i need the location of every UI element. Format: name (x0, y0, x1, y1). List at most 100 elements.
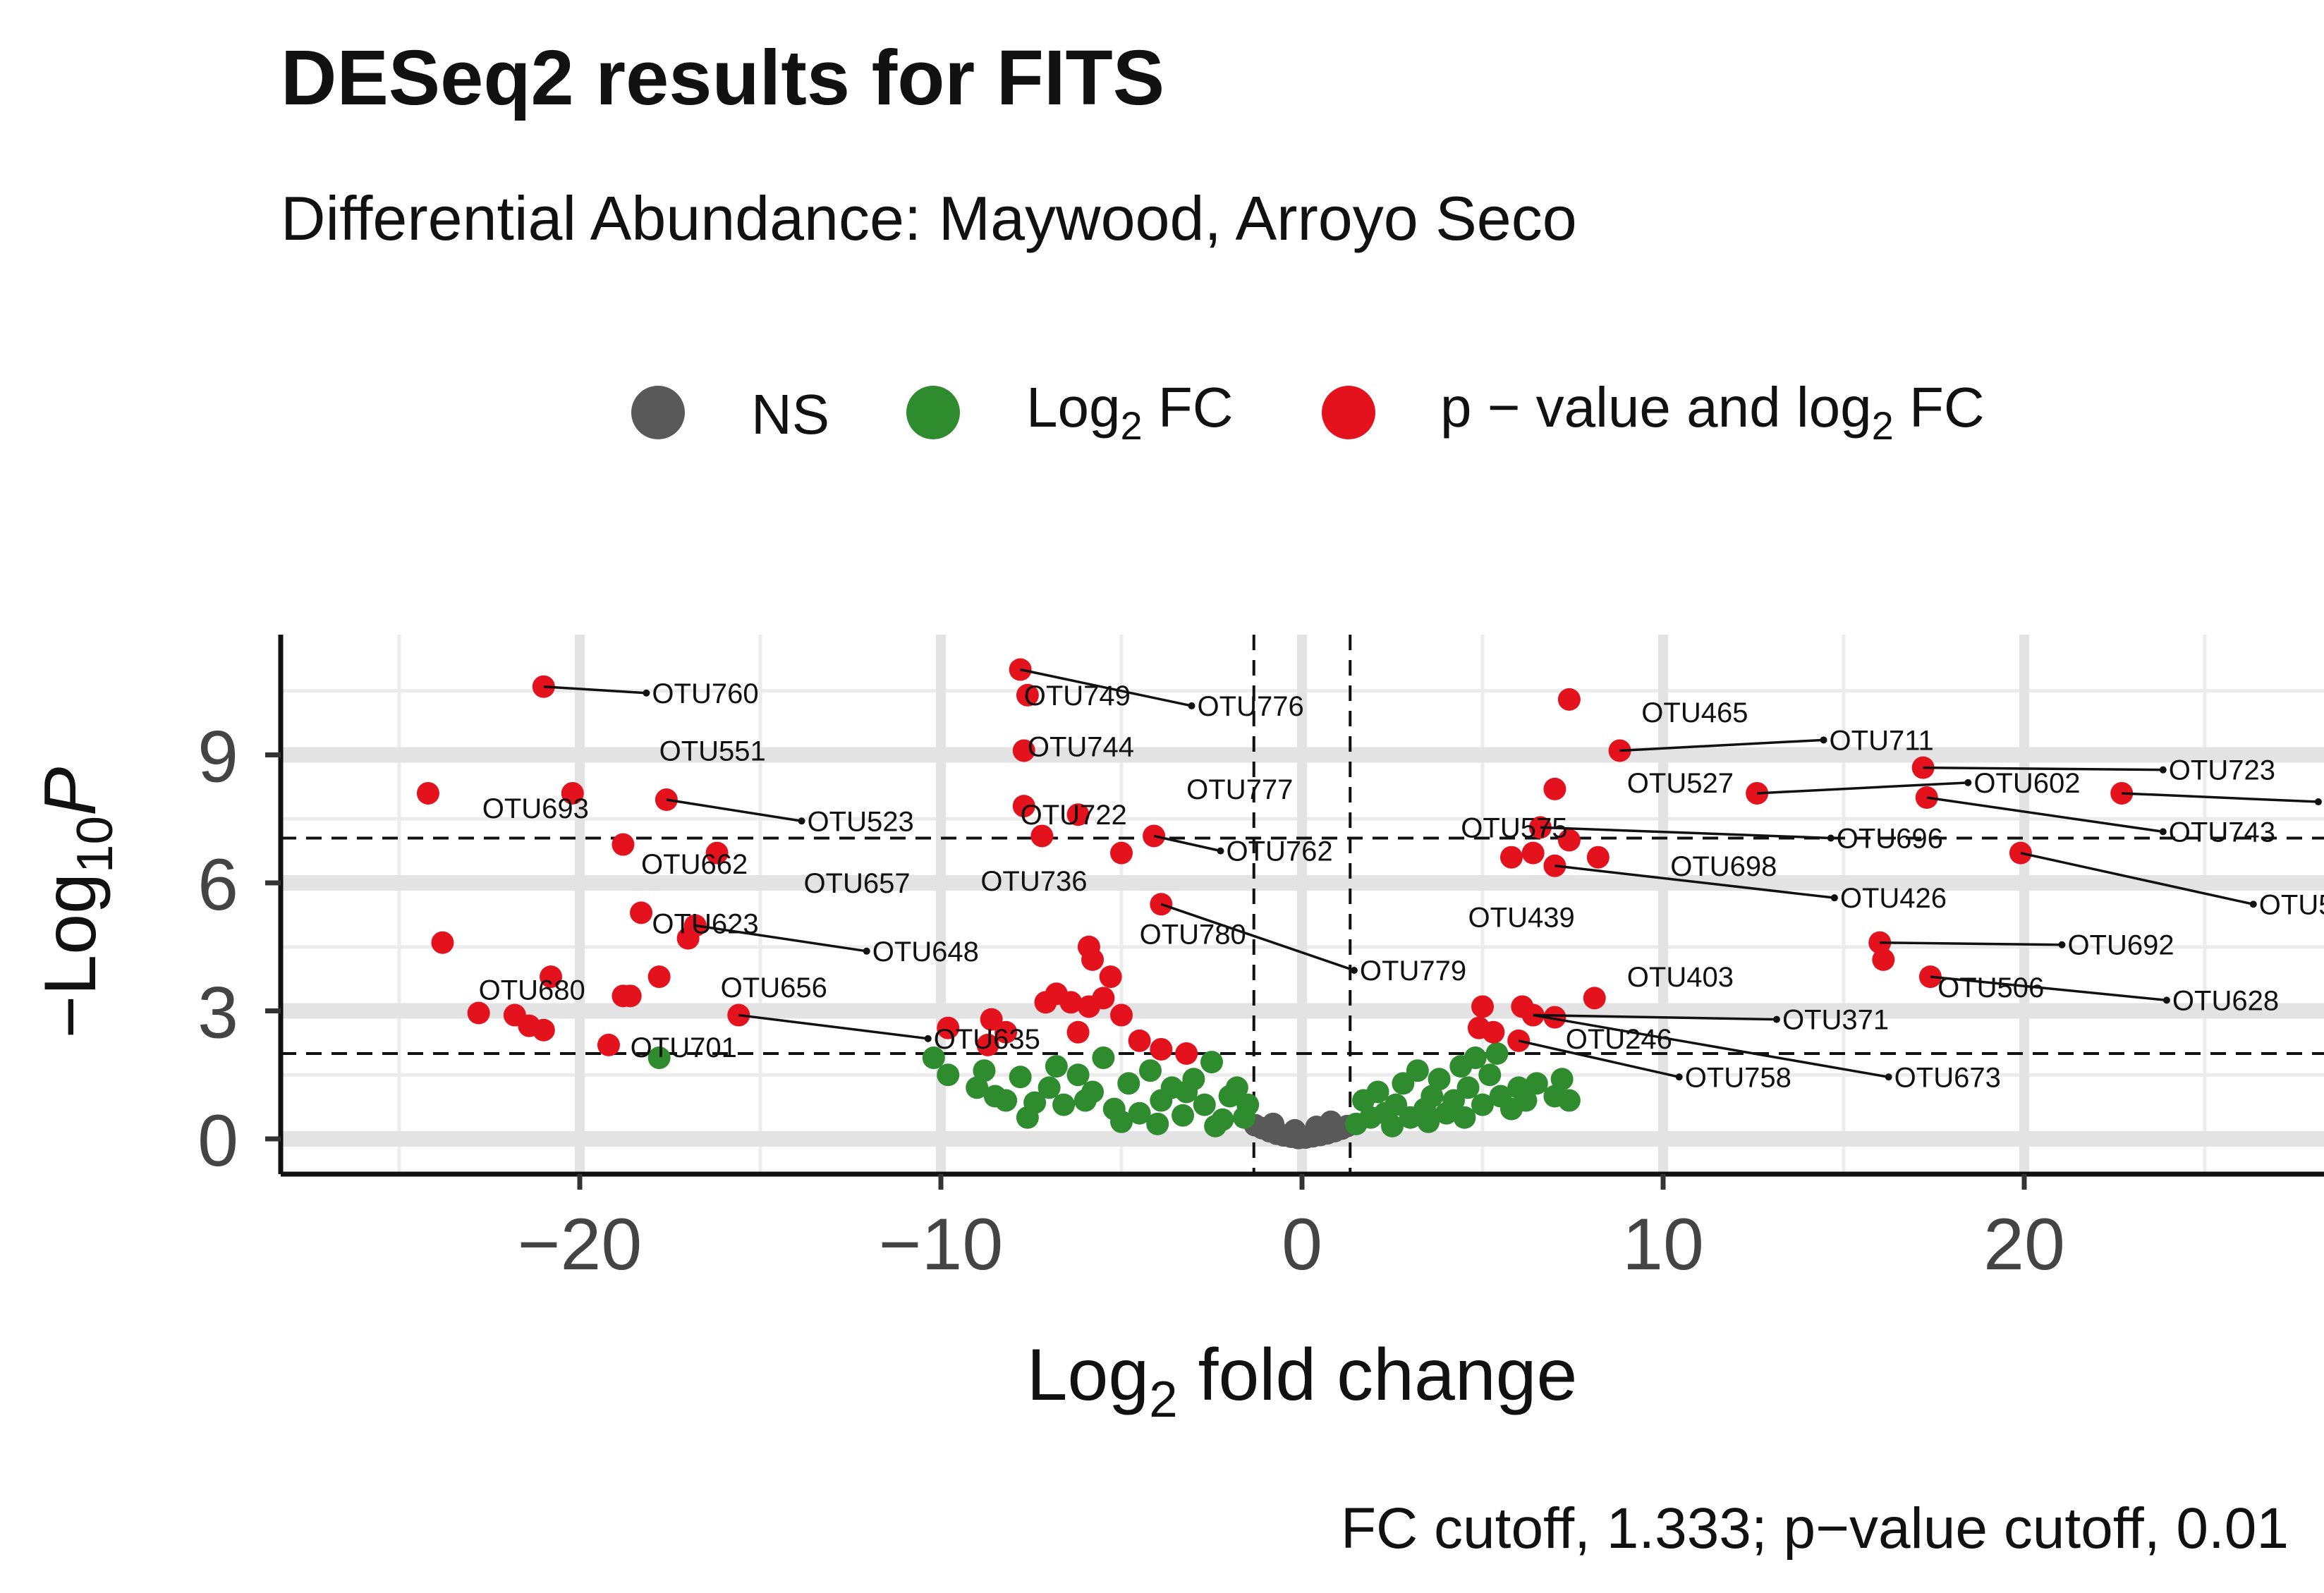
label-connector-tip (1350, 967, 1358, 975)
point-label: OTU635 (934, 1024, 1040, 1055)
label-connector-tip (1217, 847, 1224, 855)
point-label: OTU744 (1028, 731, 1134, 762)
point-pvalue-log2fc (647, 965, 671, 989)
point-log2fc (1406, 1059, 1429, 1082)
point-pvalue-log2fc (597, 1033, 620, 1056)
point-pvalue-log2fc (1521, 841, 1545, 865)
y-tick-label: 3 (197, 972, 238, 1054)
point-pvalue-log2fc (1012, 795, 1035, 818)
label-connector-tip (2159, 766, 2167, 774)
x-tick-label: 10 (1622, 1204, 1704, 1286)
legend: NS Log2 FC p − value and log2 FC (631, 376, 1985, 448)
point-pvalue-log2fc (937, 1016, 960, 1039)
point-label: OTU736 (980, 866, 1087, 897)
point-log2fc (1478, 1063, 1502, 1087)
legend-swatch-log2fc (906, 386, 960, 439)
point-label: OTU465 (1641, 697, 1748, 728)
point-label: OTU5 (2259, 889, 2324, 920)
point-label: OTU628 (2172, 985, 2279, 1016)
point-log2fc (1200, 1051, 1223, 1074)
point-label: OTU648 (872, 936, 979, 968)
point-pvalue-log2fc (1586, 846, 1610, 869)
point-ns (1262, 1112, 1285, 1135)
label-connector-tip (643, 689, 650, 697)
point-log2fc (1417, 1110, 1440, 1133)
point-pvalue-log2fc (1030, 824, 1054, 848)
point-pvalue-log2fc (1499, 846, 1523, 869)
label-connector-tip (863, 947, 870, 955)
point-pvalue-log2fc (1583, 987, 1606, 1010)
point-log2fc (1236, 1093, 1260, 1116)
point-log2fc (1420, 1085, 1444, 1108)
point-pvalue-log2fc (1092, 987, 1115, 1010)
label-connector (1518, 1039, 1680, 1078)
point-label: OTU439 (1468, 902, 1575, 933)
x-tick-label: −20 (518, 1204, 642, 1286)
point-label: OTU551 (659, 736, 766, 767)
label-connector (1757, 781, 1969, 795)
point-pvalue-log2fc (1081, 948, 1105, 971)
label-connector (543, 685, 647, 695)
y-tick-label: 0 (197, 1100, 238, 1182)
point-log2fc (1381, 1114, 1404, 1137)
y-tick-label: 6 (197, 844, 238, 926)
point-pvalue-log2fc (619, 984, 642, 1008)
point-pvalue-log2fc (1557, 688, 1581, 711)
point-pvalue-log2fc (1128, 1029, 1151, 1052)
point-log2fc (1016, 1106, 1039, 1129)
point-label: OTU657 (803, 868, 910, 899)
point-log2fc (1485, 1042, 1509, 1065)
point-log2fc (1366, 1080, 1389, 1104)
point-log2fc (1453, 1106, 1476, 1129)
point-label: OTU762 (1226, 836, 1332, 867)
point-pvalue-log2fc (612, 833, 635, 856)
point-pvalue-log2fc (1543, 777, 1566, 800)
x-axis-title: Log2 fold change (1027, 1334, 1578, 1428)
point-label: OTU602 (1973, 768, 2080, 799)
x-tick-label: −10 (879, 1204, 1003, 1286)
point-log2fc (1456, 1076, 1480, 1099)
point-log2fc (1138, 1059, 1162, 1082)
label-connector-tip (1827, 834, 1835, 842)
point-log2fc (1117, 1072, 1140, 1095)
point-label: OTU722 (1021, 800, 1127, 831)
point-log2fc (1172, 1104, 1195, 1127)
point-label: OTU777 (1186, 774, 1293, 805)
point-log2fc (1557, 1089, 1581, 1112)
legend-label-pvalue-log2fc: p − value and log2 FC (1440, 376, 1985, 448)
label-connector-tip (1772, 1015, 1780, 1023)
point-log2fc (1464, 1046, 1487, 1070)
label-connector (695, 924, 867, 953)
point-pvalue-log2fc (1557, 829, 1581, 852)
point-label: OTU701 (631, 1032, 737, 1063)
point-label: OTU693 (482, 793, 589, 824)
label-connector (666, 798, 802, 823)
label-connector-tip (1188, 702, 1196, 709)
y-tick-label: 9 (197, 716, 238, 798)
point-label: OTU696 (1837, 823, 1943, 854)
label-connector (1880, 941, 2062, 946)
label-connector (1926, 796, 2164, 834)
point-log2fc (1428, 1068, 1451, 1091)
label-connector-tip (2058, 941, 2066, 948)
point-log2fc (1110, 1110, 1133, 1133)
label-connector (2122, 792, 2319, 803)
point-label: OTU749 (1024, 680, 1131, 712)
point-label: OTU426 (1840, 883, 1947, 914)
point-pvalue-log2fc (1872, 948, 1895, 971)
point-label: OTU673 (1894, 1062, 2001, 1093)
point-pvalue-log2fc (561, 781, 584, 805)
point-ns (1319, 1110, 1342, 1133)
label-connector (1540, 826, 1831, 840)
legend-swatch-ns (631, 386, 685, 439)
point-pvalue-log2fc (705, 841, 729, 865)
point-pvalue-log2fc (1471, 995, 1494, 1018)
point-log2fc (1385, 1093, 1408, 1116)
point-label: OTU527 (1627, 768, 1734, 799)
label-connector (1020, 668, 1192, 707)
point-pvalue-log2fc (630, 901, 653, 924)
data-points (416, 658, 2134, 1149)
point-label: OTU723 (2169, 755, 2275, 786)
point-pvalue-log2fc (1034, 991, 1057, 1014)
point-pvalue-log2fc (1150, 1037, 1173, 1061)
